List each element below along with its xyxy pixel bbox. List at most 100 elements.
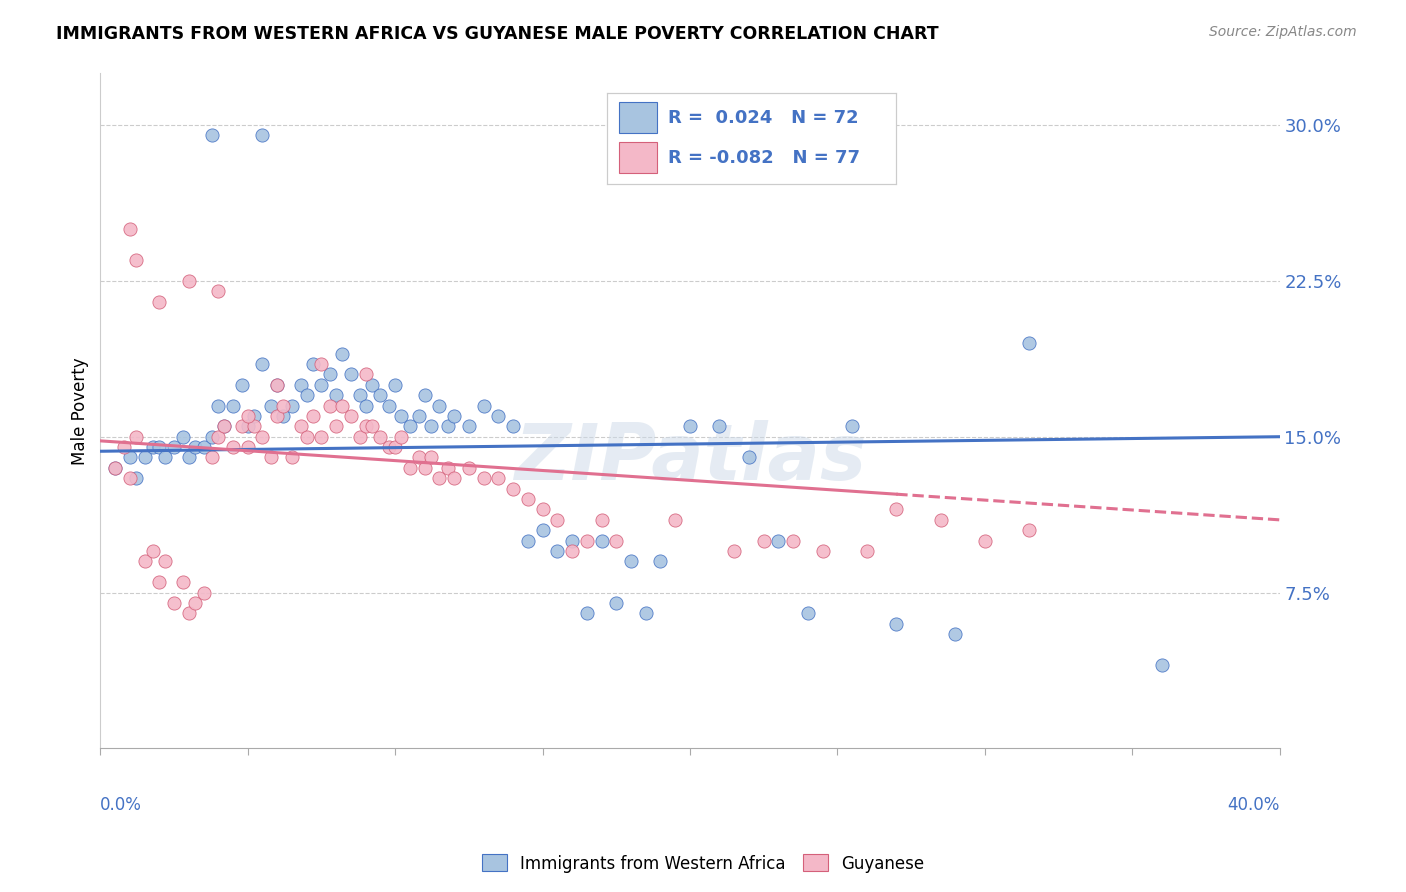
Point — [155, 554, 177, 568]
Point — [437, 461, 460, 475]
Point — [236, 440, 259, 454]
Point — [884, 616, 907, 631]
Point — [281, 450, 304, 465]
Point — [148, 294, 170, 309]
Point — [389, 430, 412, 444]
Point — [266, 409, 288, 423]
Point — [295, 388, 318, 402]
Point — [183, 596, 205, 610]
Point — [472, 471, 495, 485]
Point — [399, 419, 422, 434]
Point — [457, 419, 479, 434]
Point — [177, 274, 200, 288]
Point — [271, 399, 294, 413]
Point — [148, 575, 170, 590]
Point — [301, 357, 323, 371]
Point — [207, 284, 229, 298]
Point — [155, 450, 177, 465]
Point — [419, 450, 441, 465]
Point — [242, 409, 264, 423]
Text: 40.0%: 40.0% — [1227, 796, 1279, 814]
Point — [118, 471, 141, 485]
Point — [419, 419, 441, 434]
Point — [399, 461, 422, 475]
Point — [266, 377, 288, 392]
Point — [782, 533, 804, 548]
Point — [104, 461, 127, 475]
Point — [360, 419, 382, 434]
Point — [546, 544, 568, 558]
Point — [516, 491, 538, 506]
Point — [408, 450, 430, 465]
Point — [472, 399, 495, 413]
Point — [354, 419, 377, 434]
Point — [413, 461, 436, 475]
Point — [236, 419, 259, 434]
Point — [266, 377, 288, 392]
Point — [295, 430, 318, 444]
Point — [104, 461, 127, 475]
Point — [222, 399, 245, 413]
Point — [349, 430, 371, 444]
Point — [427, 399, 450, 413]
Point — [561, 533, 583, 548]
Point — [330, 399, 353, 413]
Point — [125, 253, 148, 268]
Point — [650, 554, 672, 568]
Point — [252, 430, 274, 444]
Point — [943, 627, 966, 641]
Point — [112, 440, 135, 454]
Text: 0.0%: 0.0% — [100, 796, 142, 814]
Point — [183, 440, 205, 454]
Point — [1018, 523, 1040, 537]
Text: Source: ZipAtlas.com: Source: ZipAtlas.com — [1209, 25, 1357, 39]
Point — [142, 440, 165, 454]
Point — [1150, 658, 1173, 673]
Point — [163, 596, 186, 610]
Point — [201, 450, 224, 465]
Point — [378, 399, 401, 413]
Point — [384, 440, 406, 454]
Point — [723, 544, 745, 558]
Point — [575, 533, 598, 548]
Text: IMMIGRANTS FROM WESTERN AFRICA VS GUYANESE MALE POVERTY CORRELATION CHART: IMMIGRANTS FROM WESTERN AFRICA VS GUYANE… — [56, 25, 939, 43]
Point — [231, 419, 253, 434]
Point — [177, 607, 200, 621]
Point — [502, 482, 524, 496]
Point — [290, 377, 312, 392]
Point — [443, 409, 465, 423]
Point — [163, 440, 186, 454]
Point — [330, 346, 353, 360]
Text: ZIPatlas: ZIPatlas — [513, 420, 866, 496]
Y-axis label: Male Poverty: Male Poverty — [72, 357, 89, 465]
Point — [311, 377, 333, 392]
Point — [797, 607, 820, 621]
Point — [252, 357, 274, 371]
Point — [319, 399, 342, 413]
Point — [242, 419, 264, 434]
Point — [561, 544, 583, 558]
Point — [207, 399, 229, 413]
Point — [605, 596, 627, 610]
Point — [260, 399, 283, 413]
Point — [486, 409, 509, 423]
Point — [605, 533, 627, 548]
Point — [738, 450, 761, 465]
Point — [413, 388, 436, 402]
Point — [325, 388, 347, 402]
Point — [811, 544, 834, 558]
Point — [260, 450, 283, 465]
Point — [231, 377, 253, 392]
Legend: Immigrants from Western Africa, Guyanese: Immigrants from Western Africa, Guyanese — [475, 847, 931, 880]
Point — [370, 430, 392, 444]
Point — [752, 533, 775, 548]
Point — [290, 419, 312, 434]
Point — [427, 471, 450, 485]
Point — [531, 523, 554, 537]
Point — [172, 430, 194, 444]
Point — [389, 409, 412, 423]
Point — [929, 513, 952, 527]
Point — [325, 419, 347, 434]
Point — [142, 544, 165, 558]
Point — [354, 368, 377, 382]
